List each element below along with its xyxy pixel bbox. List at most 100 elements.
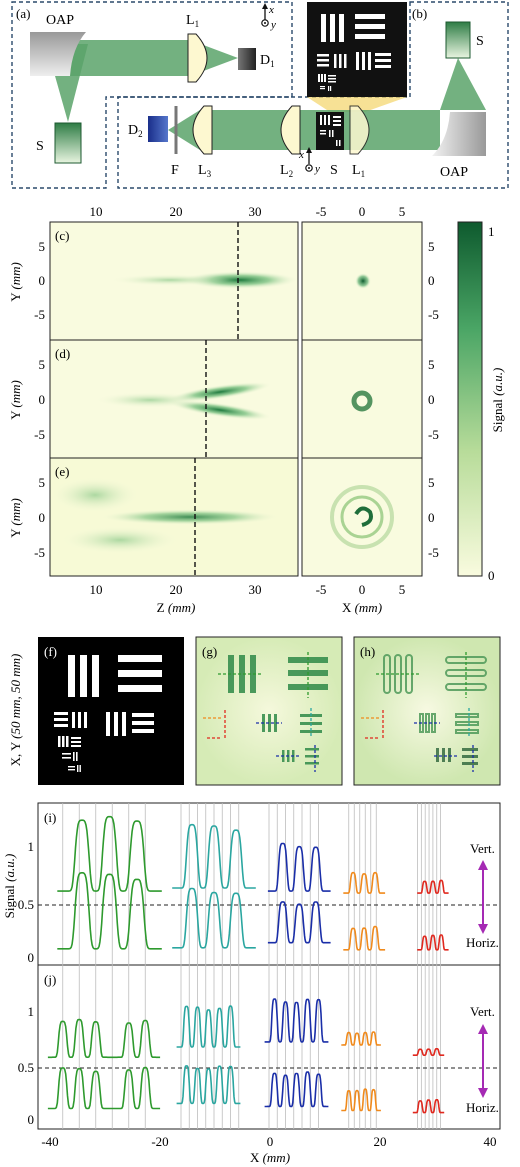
panel-label-d: (d) xyxy=(55,346,70,361)
ytick-e-0: 0 xyxy=(39,510,46,525)
profile-j-horiz-3 xyxy=(341,1088,381,1112)
spot-e-outer xyxy=(330,485,394,549)
image-f-target xyxy=(38,637,184,785)
beam-d-lower xyxy=(168,399,272,421)
ytick-d-5: 5 xyxy=(39,357,46,372)
beam-e-speckle2 xyxy=(60,526,180,554)
ytick-r-d-5: 5 xyxy=(428,357,435,372)
panel-label-g: (g) xyxy=(202,644,217,659)
panel-label-e: (e) xyxy=(55,464,69,479)
label-axis-y-bot: y xyxy=(314,163,320,175)
ytick-r-e-0: 0 xyxy=(428,510,435,525)
profile-i-horiz-3 xyxy=(343,925,386,951)
profile-plots: (i) (j) 1 0.5 0 1 0.5 0 Signal (a.u.) Ve… xyxy=(2,802,501,1165)
ytick-e-5: 5 xyxy=(39,475,46,490)
profile-i-horiz-1 xyxy=(172,887,256,949)
label-oap-right: OAP xyxy=(440,165,468,180)
ytick-c-0: 0 xyxy=(39,273,46,288)
label-L1-top: L1 xyxy=(186,13,199,29)
sample-target-bars xyxy=(320,115,341,146)
axis-indicator-bottom xyxy=(305,147,313,172)
top-tick-z-20: 20 xyxy=(170,204,183,219)
y-ticks-left: 5 0 -5 5 0 -5 5 0 -5 xyxy=(34,239,45,560)
beam-e-speckle1 xyxy=(50,477,140,513)
beam-a-path xyxy=(70,40,190,76)
ylabel-e: Y (mm) xyxy=(8,498,23,538)
bot-tick-x-m5: -5 xyxy=(316,582,327,597)
image-h-cuts xyxy=(361,652,474,772)
colorbar-label: Signal (a.u.) xyxy=(490,368,505,433)
beam-c-waist xyxy=(182,271,298,289)
ylabel-profiles: Signal (a.u.) xyxy=(2,854,17,919)
beam-b-focus xyxy=(168,110,200,150)
spot-d-ring xyxy=(351,390,373,412)
xtick-20: 20 xyxy=(374,1134,387,1149)
label-oap-left: OAP xyxy=(46,13,74,28)
xlabel-x: X (mm) xyxy=(342,600,382,615)
axis-indicator-top xyxy=(261,3,269,27)
ytick-i-1: 1 xyxy=(28,839,35,854)
profile-i-vert-3 xyxy=(343,871,386,894)
map-e-xy xyxy=(301,457,423,577)
image-g-cuts xyxy=(203,652,316,772)
ytick-r-c-5: 5 xyxy=(428,239,435,254)
arrow-j-icon xyxy=(478,1024,488,1098)
label-L2: L2 xyxy=(280,163,293,179)
label-D1: D1 xyxy=(260,53,275,69)
plot-j-gridlines xyxy=(62,965,442,1129)
image-h-dark xyxy=(436,748,478,765)
colorbar-max: 1 xyxy=(488,224,495,239)
detector-D1 xyxy=(238,48,256,70)
label-L3: L3 xyxy=(198,163,212,179)
bot-tick-x-0: 0 xyxy=(359,582,366,597)
ytick-j-1: 1 xyxy=(28,1004,35,1019)
colorbar-min: 0 xyxy=(488,568,495,583)
panel-label-i: (i) xyxy=(44,810,56,825)
panel-label-j: (j) xyxy=(44,972,56,987)
beam-d-tail xyxy=(95,392,205,408)
y-ticks-right: 5 0 -5 5 0 -5 5 0 -5 xyxy=(428,239,439,560)
ytick-e-m5: -5 xyxy=(34,545,45,560)
top-tick-x-m5: -5 xyxy=(316,204,327,219)
label-horiz-j: Horiz. xyxy=(466,1100,499,1115)
ytick-c-5: 5 xyxy=(39,239,46,254)
xlabel-z: Z (mm) xyxy=(157,600,196,615)
panel-label-b: (b) xyxy=(412,6,427,21)
label-F: F xyxy=(171,163,179,178)
ytick-j-0: 0 xyxy=(28,1112,35,1127)
lens-L1-top xyxy=(187,33,208,83)
oap-mirror-right xyxy=(432,112,486,156)
label-vert-i: Vert. xyxy=(470,841,495,856)
ytick-r-e-5: 5 xyxy=(428,475,435,490)
dashed-box-a xyxy=(11,1,293,189)
label-S-right: S xyxy=(476,34,484,49)
ytick-r-c-0: 0 xyxy=(428,273,435,288)
label-S-left: S xyxy=(36,139,44,154)
beam-c-tail xyxy=(110,274,230,286)
setup-diagram: (a) (b) OAP OAP L1 x y D1 S S D2 F L3 L2… xyxy=(11,1,509,189)
colorbar xyxy=(457,221,483,577)
lens-L2 xyxy=(280,105,301,155)
label-D2: D2 xyxy=(128,123,143,139)
panel-label-h: (h) xyxy=(360,644,375,659)
ytick-d-m5: -5 xyxy=(34,427,45,442)
panel-label-a: (a) xyxy=(16,6,30,21)
xtick-m20: -20 xyxy=(151,1134,168,1149)
beam-b-up xyxy=(440,58,486,110)
ytick-d-0: 0 xyxy=(39,392,46,407)
profile-j-horiz-1 xyxy=(176,1065,241,1105)
label-axis-x-bot: x xyxy=(298,149,304,161)
label-axis-x-top: x xyxy=(268,4,274,16)
source-right xyxy=(445,21,471,59)
profile-j-horiz-2 xyxy=(264,1071,329,1108)
profile-i-horiz-4 xyxy=(417,934,449,951)
profile-j-vert-0 xyxy=(47,1018,161,1059)
ytick-i-05: 0.5 xyxy=(18,897,34,912)
profile-j-vert-1 xyxy=(176,1005,241,1048)
plot-i-curves xyxy=(57,815,449,951)
xtick-40: 40 xyxy=(484,1134,497,1149)
lens-L3 xyxy=(192,105,213,155)
bot-tick-z-30: 30 xyxy=(249,582,262,597)
xticks-profiles: -40 -20 0 20 40 xyxy=(41,1134,496,1149)
